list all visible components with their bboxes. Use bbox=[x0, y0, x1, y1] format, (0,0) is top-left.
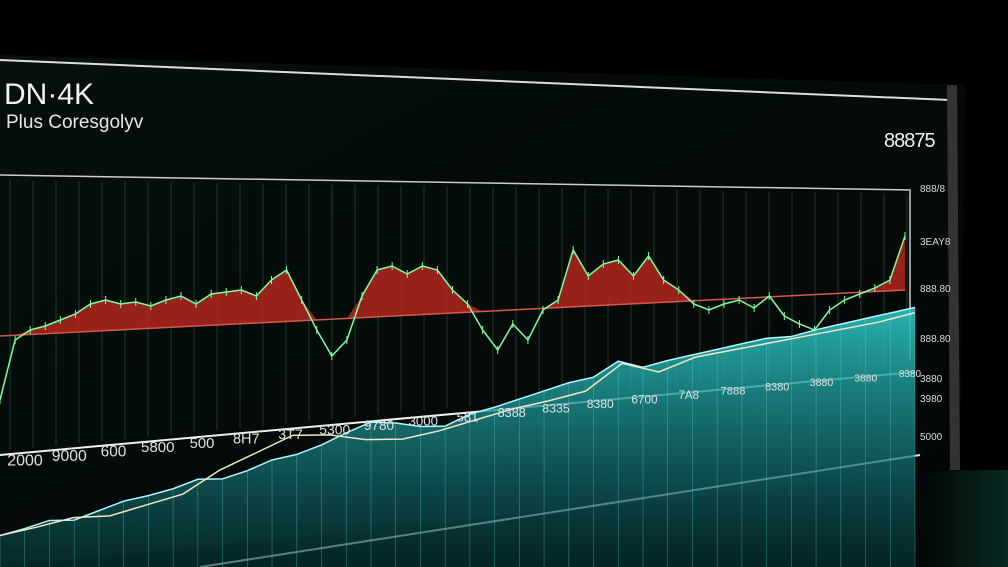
x-axis-label: 9780 bbox=[364, 418, 395, 433]
x-axis-label: 8380 bbox=[765, 381, 789, 393]
main-chart-frame bbox=[0, 174, 911, 360]
right-axis-label: 3EAY8 bbox=[920, 237, 951, 248]
x-axis-label: 500 bbox=[190, 436, 215, 452]
right-axis-label: 888/8 bbox=[920, 184, 945, 195]
threshold-line bbox=[0, 289, 906, 337]
x-axis-label: 3T7 bbox=[278, 427, 303, 443]
screen-top-edge bbox=[0, 59, 951, 101]
screen-bezel bbox=[947, 84, 960, 471]
x-axis-label: 581 bbox=[457, 409, 479, 424]
chart-title: DN·4K bbox=[4, 78, 95, 111]
area-line bbox=[0, 306, 916, 537]
x-axis-labels: 2000 9000 600 5800 500 8H7 3T7 5300 9780 3000 581 8… bbox=[7, 369, 921, 470]
right-axis-label: 3980 bbox=[920, 394, 943, 405]
x-axis-label: 8380 bbox=[587, 397, 614, 411]
x-axis-label: 7888 bbox=[721, 386, 746, 398]
x-axis-label: 8380 bbox=[899, 369, 922, 380]
right-axis-label: 5000 bbox=[920, 432, 943, 443]
right-axis-label: 3880 bbox=[920, 374, 943, 385]
x-axis-label: 6700 bbox=[631, 393, 658, 407]
area-fill bbox=[0, 307, 915, 567]
x-axis-label: 7A8 bbox=[679, 390, 699, 402]
x-axis-label: 5300 bbox=[319, 422, 350, 438]
x-axis-label: 3880 bbox=[854, 373, 877, 384]
right-axis-label: 888.80 bbox=[920, 284, 951, 295]
area-above-threshold bbox=[0, 236, 905, 336]
x-axis-label: 8335 bbox=[542, 401, 570, 415]
right-axis-labels: 888/8 3EAY8 888.80 888.80 3880 3980 5000 bbox=[920, 184, 951, 443]
x-axis-label: 3880 bbox=[810, 377, 834, 389]
x-axis-label: 8H7 bbox=[233, 431, 260, 447]
floor-reflection bbox=[900, 470, 1008, 567]
right-axis-label: 888.80 bbox=[920, 334, 951, 345]
bottom-chart bbox=[0, 306, 916, 567]
x-axis-label: 8388 bbox=[498, 406, 526, 420]
chart-subtitle: Plus Coresgolyv bbox=[6, 112, 144, 133]
x-axis-label: 9000 bbox=[52, 448, 87, 465]
x-axis-label: 600 bbox=[101, 444, 127, 461]
x-axis-label: 3000 bbox=[408, 414, 438, 429]
main-chart bbox=[0, 232, 906, 404]
current-value: 88875 bbox=[884, 130, 936, 152]
x-axis-label: 2000 bbox=[7, 453, 43, 470]
x-axis-label: 5800 bbox=[141, 439, 175, 456]
overlay-line bbox=[0, 311, 916, 537]
